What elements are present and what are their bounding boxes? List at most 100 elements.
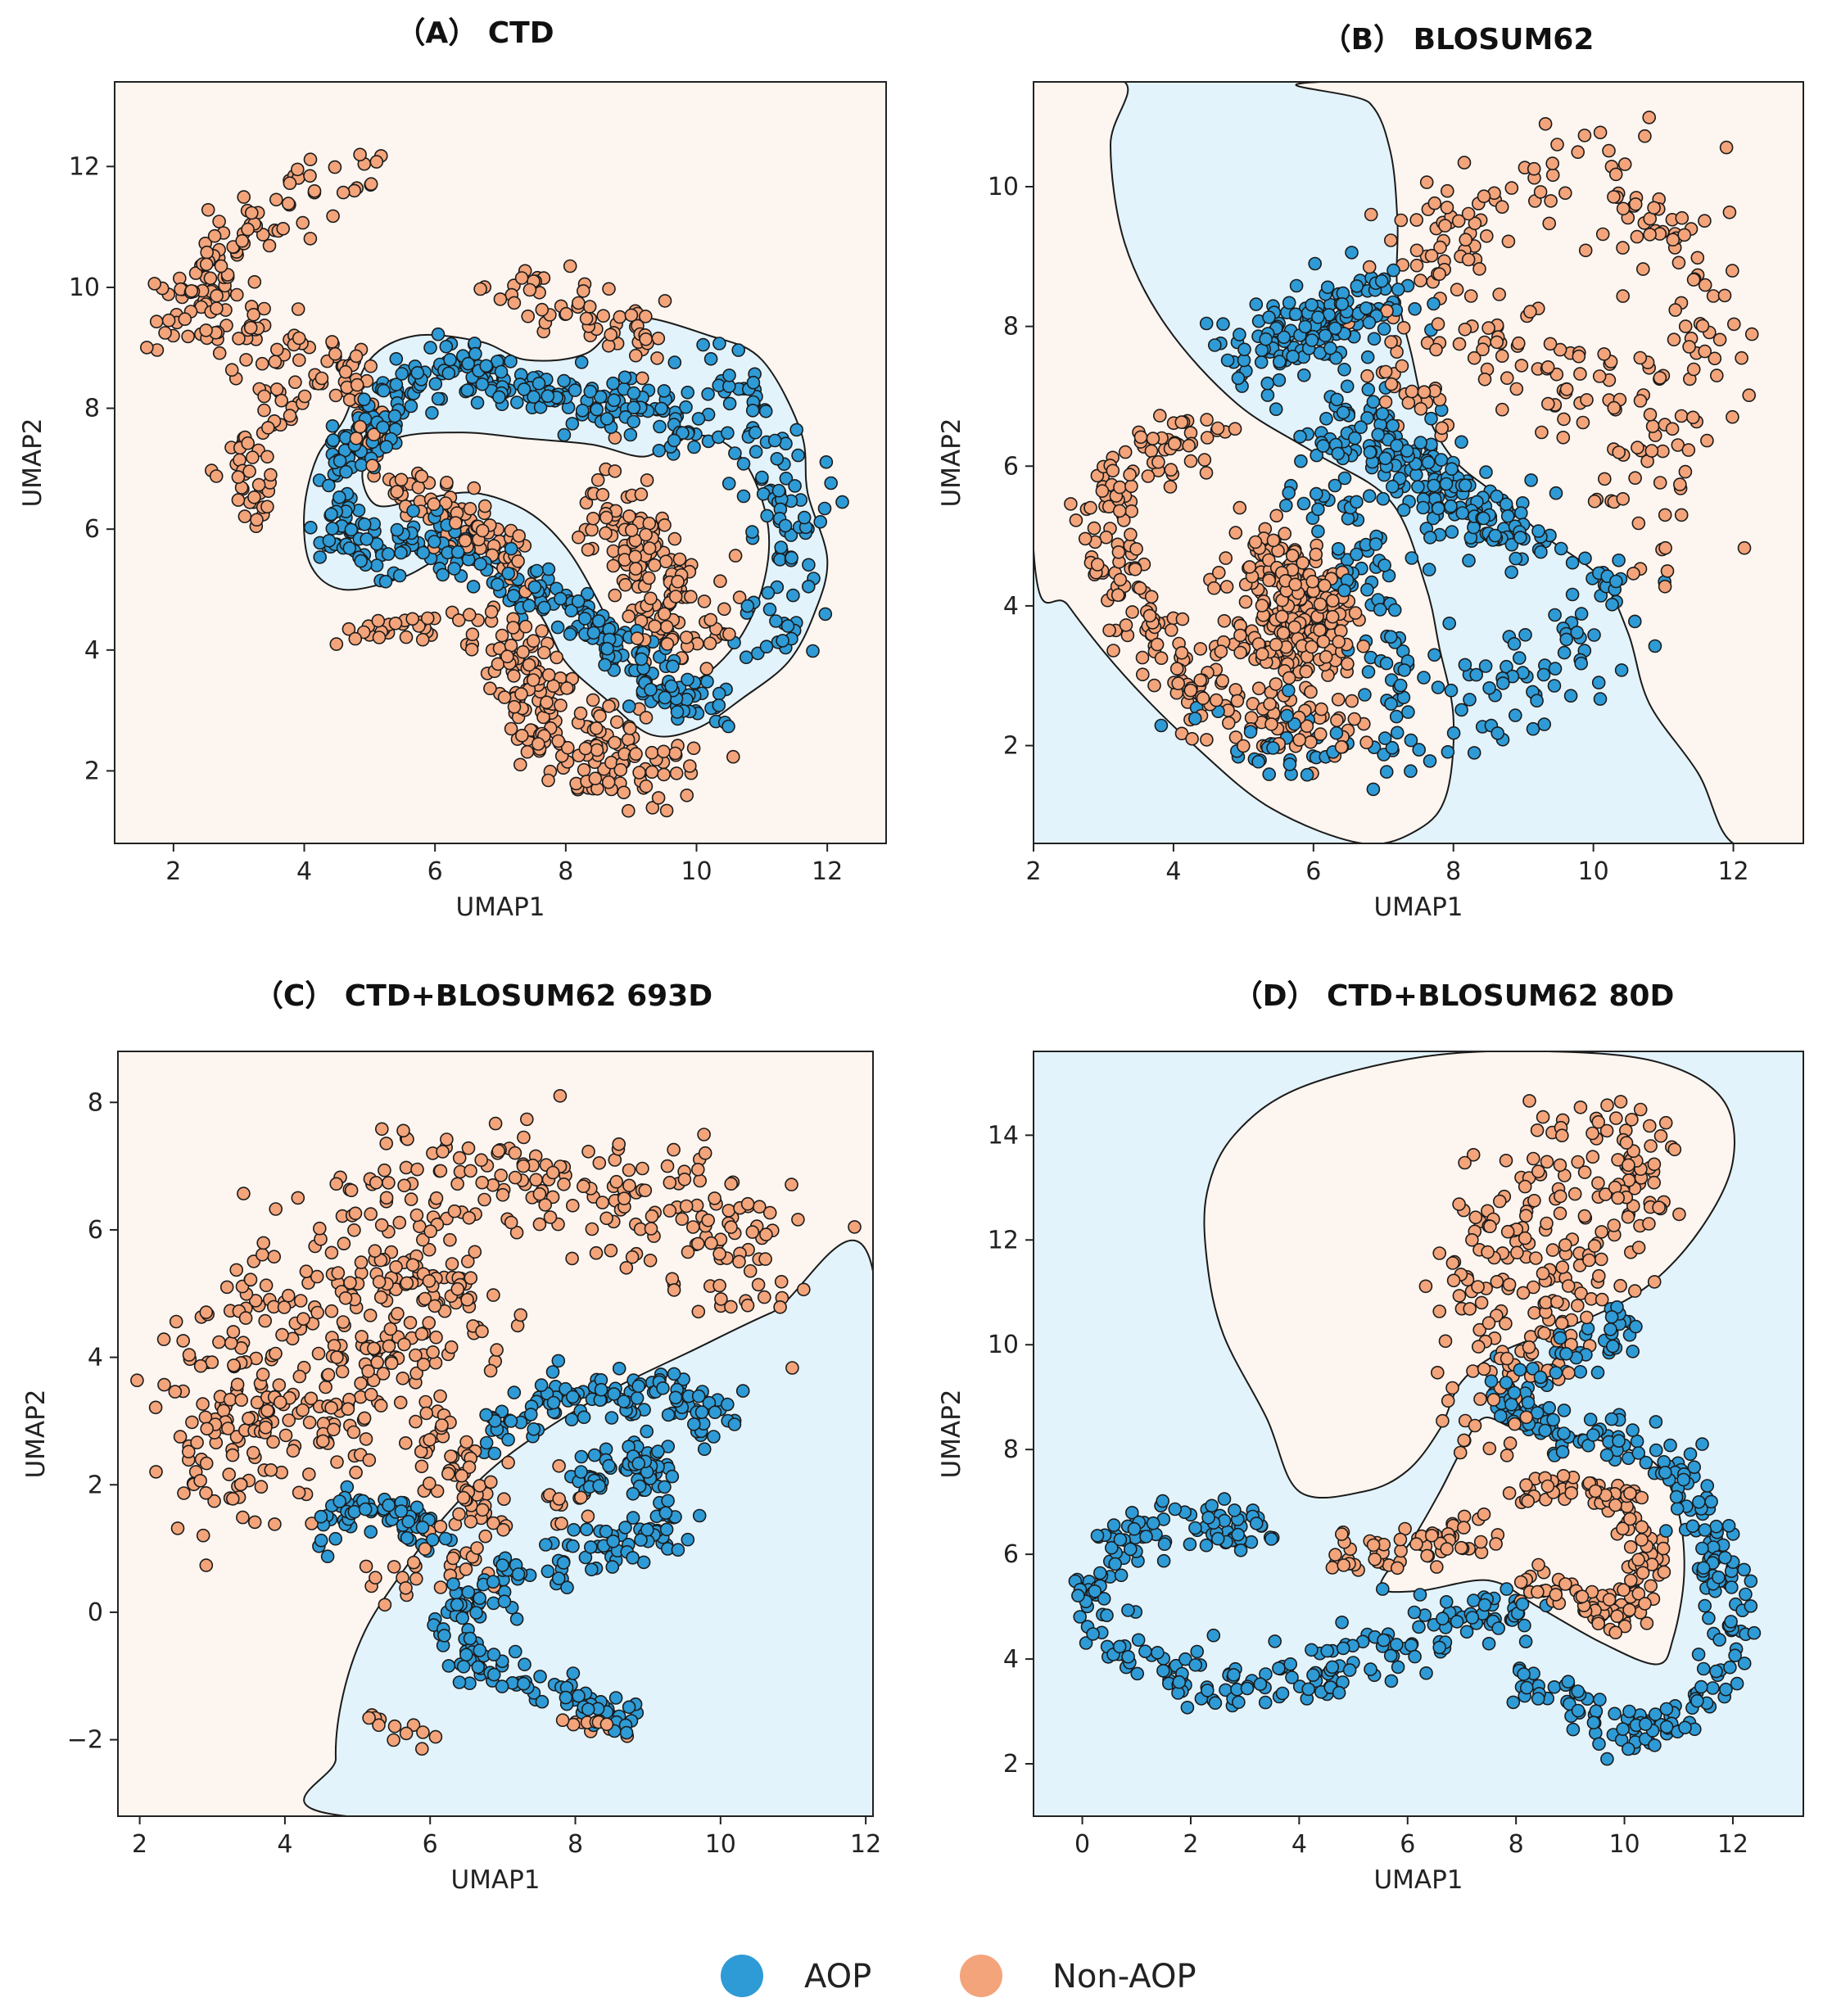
point-non-aop — [1495, 349, 1509, 364]
point-non-aop — [554, 1517, 568, 1530]
point-non-aop — [701, 1214, 716, 1227]
point-aop — [1496, 676, 1510, 690]
point-aop — [1376, 1582, 1390, 1596]
point-aop — [1210, 1531, 1225, 1546]
point-non-aop — [1545, 168, 1560, 183]
point-non-aop — [703, 612, 718, 627]
point-non-aop — [379, 1191, 394, 1205]
point-non-aop — [1576, 415, 1590, 430]
point-non-aop — [414, 1742, 429, 1756]
point-non-aop — [231, 493, 246, 507]
point-non-aop — [1200, 733, 1214, 747]
point-non-aop — [639, 332, 653, 346]
point-aop — [1390, 725, 1405, 740]
point-aop — [691, 412, 706, 426]
panel-d-xtick-label: 8 — [1509, 1830, 1524, 1859]
point-non-aop — [200, 245, 214, 260]
point-non-aop — [848, 1220, 862, 1234]
point-non-aop — [691, 1304, 706, 1319]
point-non-aop — [1572, 349, 1586, 364]
point-non-aop — [1332, 635, 1346, 649]
point-non-aop — [519, 1112, 534, 1127]
point-non-aop — [1264, 717, 1278, 731]
point-non-aop — [193, 1474, 207, 1488]
point-aop — [1590, 1365, 1605, 1380]
point-non-aop — [205, 1355, 219, 1369]
point-non-aop — [621, 803, 636, 818]
point-aop — [1517, 1667, 1531, 1681]
point-aop — [739, 650, 753, 665]
point-non-aop — [292, 1485, 306, 1500]
point-aop — [1283, 1657, 1297, 1671]
point-non-aop — [1262, 573, 1276, 588]
point-non-aop — [1390, 345, 1404, 359]
point-non-aop — [1244, 711, 1259, 725]
point-aop — [1631, 1446, 1645, 1460]
point-non-aop — [1457, 1521, 1471, 1535]
point-aop — [1337, 471, 1352, 486]
point-non-aop — [433, 1389, 447, 1404]
point-non-aop — [335, 1364, 350, 1379]
point-non-aop — [483, 681, 497, 696]
point-non-aop — [394, 472, 409, 487]
point-aop — [1659, 1524, 1673, 1538]
point-aop — [664, 679, 679, 694]
point-aop — [468, 346, 482, 361]
point-aop — [1515, 1597, 1530, 1611]
panel-b-ytick-label: 2 — [1003, 732, 1019, 761]
panel-c-xtick-label: 10 — [705, 1830, 736, 1859]
point-non-aop — [1451, 214, 1466, 228]
point-aop — [819, 454, 834, 469]
point-non-aop — [1574, 1286, 1588, 1300]
point-non-aop — [214, 259, 228, 273]
point-non-aop — [268, 355, 283, 369]
point-non-aop — [1626, 1199, 1640, 1214]
panel-b-xtick-label: 10 — [1578, 857, 1609, 886]
point-non-aop — [1591, 1616, 1605, 1630]
point-aop — [835, 495, 849, 509]
point-non-aop — [1653, 371, 1667, 385]
point-non-aop — [1647, 1175, 1661, 1190]
point-non-aop — [1567, 1187, 1582, 1201]
point-non-aop — [1643, 408, 1658, 422]
point-non-aop — [1527, 1151, 1540, 1166]
point-non-aop — [405, 1258, 420, 1272]
point-non-aop — [751, 1277, 766, 1292]
point-aop — [1626, 1345, 1640, 1358]
point-non-aop — [1111, 545, 1126, 559]
point-non-aop — [276, 221, 291, 236]
point-aop — [437, 1629, 451, 1643]
point-non-aop — [722, 627, 736, 641]
point-non-aop — [636, 1161, 649, 1176]
point-non-aop — [227, 1358, 241, 1372]
panel-a-ytick-label: 12 — [69, 152, 100, 181]
point-non-aop — [1698, 278, 1712, 292]
point-aop — [1253, 1677, 1268, 1691]
point-aop — [1747, 1625, 1762, 1640]
point-non-aop — [1543, 337, 1558, 351]
point-aop — [1696, 1561, 1711, 1575]
point-aop — [381, 547, 396, 561]
point-non-aop — [1102, 623, 1116, 638]
point-non-aop — [1432, 267, 1446, 282]
point-non-aop — [301, 1467, 316, 1481]
point-non-aop — [372, 1718, 386, 1733]
point-non-aop — [1550, 1295, 1564, 1309]
point-aop — [1728, 1648, 1742, 1662]
point-non-aop — [625, 1250, 640, 1264]
point-non-aop — [1394, 1544, 1408, 1558]
point-non-aop — [599, 510, 613, 525]
point-aop — [325, 522, 340, 536]
point-aop — [1504, 537, 1519, 552]
point-aop — [670, 705, 685, 719]
point-non-aop — [1144, 444, 1159, 459]
point-non-aop — [1558, 1238, 1572, 1252]
point-non-aop — [256, 228, 270, 242]
point-non-aop — [409, 1208, 424, 1223]
point-non-aop — [1313, 597, 1328, 612]
point-aop — [1358, 688, 1372, 702]
point-non-aop — [1608, 1625, 1622, 1639]
point-aop — [654, 401, 668, 416]
point-non-aop — [595, 487, 610, 502]
